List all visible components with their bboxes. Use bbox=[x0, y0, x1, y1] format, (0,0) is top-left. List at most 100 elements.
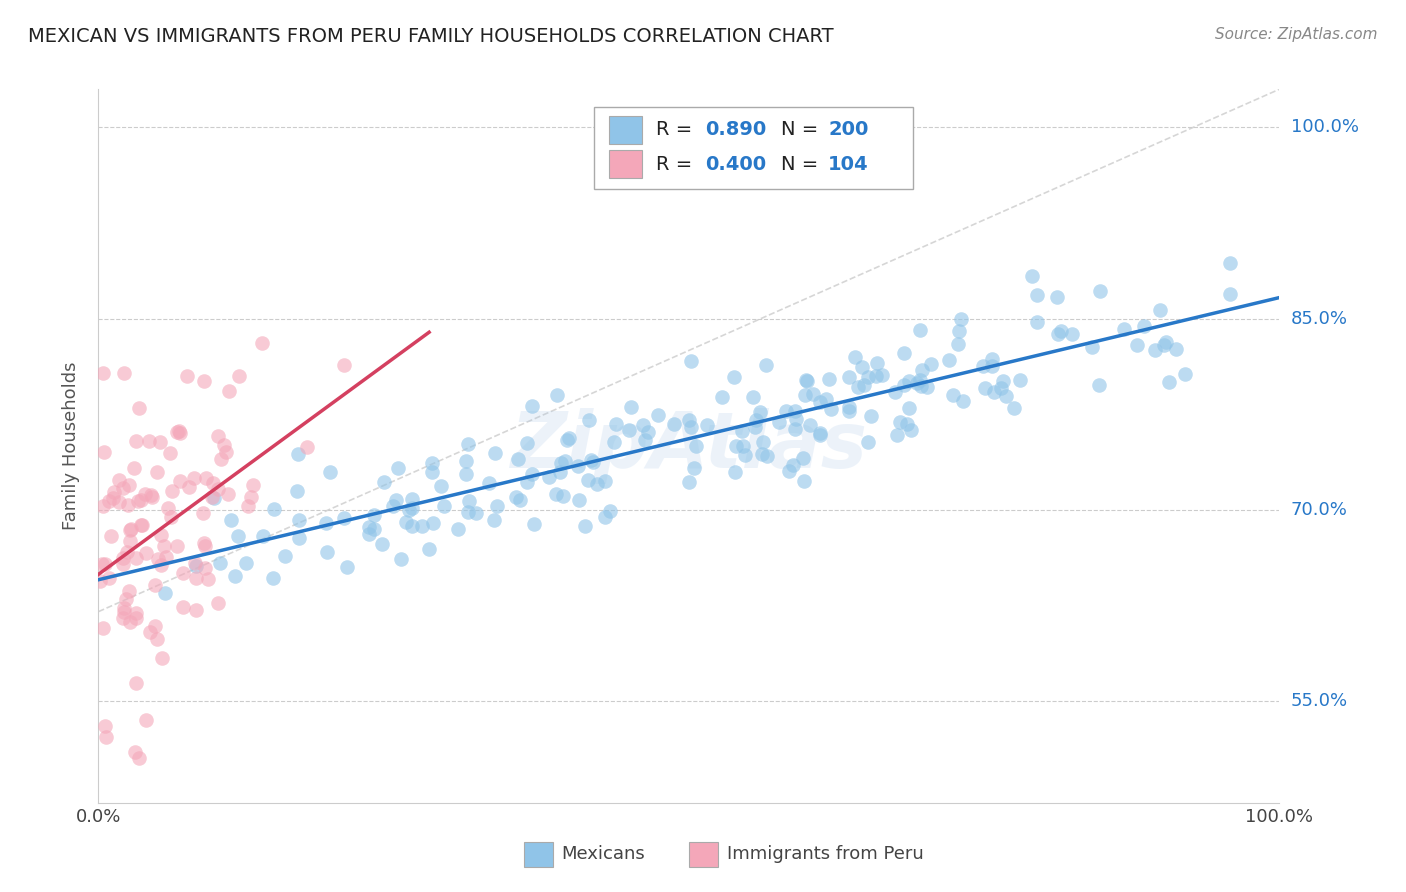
Mexicans bbox=[893, 345, 915, 359]
Mexicans bbox=[915, 380, 938, 394]
Mexicans bbox=[537, 470, 560, 484]
Mexicans bbox=[586, 476, 609, 491]
Immigrants from Peru bbox=[217, 487, 239, 501]
Immigrants from Peru bbox=[191, 507, 214, 521]
Mexicans bbox=[252, 529, 274, 543]
Immigrants from Peru bbox=[228, 368, 250, 383]
Immigrants from Peru bbox=[129, 518, 152, 533]
Text: ZipAtlas: ZipAtlas bbox=[510, 408, 868, 484]
Immigrants from Peru bbox=[159, 510, 181, 524]
Immigrants from Peru bbox=[125, 434, 148, 448]
FancyBboxPatch shape bbox=[595, 107, 914, 189]
Immigrants from Peru bbox=[103, 491, 125, 505]
Immigrants from Peru bbox=[145, 465, 167, 479]
Mexicans bbox=[262, 570, 284, 584]
Mexicans bbox=[865, 369, 887, 384]
Immigrants from Peru bbox=[94, 730, 117, 744]
Mexicans bbox=[990, 381, 1012, 395]
Mexicans bbox=[981, 359, 1004, 373]
FancyBboxPatch shape bbox=[689, 842, 718, 867]
Mexicans bbox=[544, 487, 567, 501]
Mexicans bbox=[858, 369, 880, 384]
Immigrants from Peru bbox=[295, 440, 318, 454]
Mexicans bbox=[486, 499, 509, 513]
Mexicans bbox=[910, 378, 932, 392]
Mexicans bbox=[744, 412, 766, 426]
Mexicans bbox=[810, 427, 832, 442]
Mexicans bbox=[898, 401, 921, 415]
Mexicans bbox=[447, 522, 470, 536]
Mexicans bbox=[1219, 286, 1241, 301]
Mexicans bbox=[846, 379, 869, 393]
Immigrants from Peru bbox=[103, 485, 125, 500]
Mexicans bbox=[742, 390, 765, 404]
Mexicans bbox=[938, 353, 960, 368]
Mexicans bbox=[838, 400, 860, 414]
Mexicans bbox=[316, 545, 339, 559]
Text: 0.400: 0.400 bbox=[706, 154, 766, 174]
Mexicans bbox=[1159, 375, 1181, 389]
Mexicans bbox=[520, 467, 543, 481]
Mexicans bbox=[1088, 284, 1111, 298]
Immigrants from Peru bbox=[118, 584, 141, 599]
Mexicans bbox=[724, 465, 747, 479]
Mexicans bbox=[1047, 326, 1070, 341]
Immigrants from Peru bbox=[176, 369, 198, 384]
Mexicans bbox=[554, 453, 576, 467]
Mexicans bbox=[785, 411, 807, 425]
Mexicans bbox=[401, 500, 423, 515]
Immigrants from Peru bbox=[183, 471, 205, 485]
Mexicans bbox=[995, 389, 1018, 403]
Mexicans bbox=[851, 359, 873, 374]
Mexicans bbox=[484, 446, 506, 460]
Immigrants from Peru bbox=[135, 547, 157, 561]
Mexicans bbox=[548, 465, 571, 479]
Mexicans bbox=[153, 586, 176, 600]
Text: 104: 104 bbox=[828, 154, 869, 174]
Immigrants from Peru bbox=[125, 606, 148, 620]
Immigrants from Peru bbox=[194, 561, 217, 575]
Immigrants from Peru bbox=[89, 574, 111, 588]
Immigrants from Peru bbox=[184, 603, 207, 617]
Mexicans bbox=[357, 527, 380, 541]
Mexicans bbox=[664, 417, 686, 431]
Mexicans bbox=[574, 519, 596, 533]
Mexicans bbox=[631, 417, 654, 432]
Mexicans bbox=[381, 500, 404, 514]
Mexicans bbox=[647, 408, 669, 422]
Immigrants from Peru bbox=[118, 523, 141, 537]
Mexicans bbox=[1156, 334, 1178, 349]
Mexicans bbox=[1050, 324, 1073, 338]
Immigrants from Peru bbox=[118, 477, 141, 491]
Mexicans bbox=[579, 453, 602, 467]
Mexicans bbox=[752, 434, 775, 449]
Mexicans bbox=[889, 415, 911, 429]
Immigrants from Peru bbox=[115, 545, 138, 559]
Mexicans bbox=[522, 399, 544, 413]
Mexicans bbox=[803, 386, 825, 401]
Immigrants from Peru bbox=[98, 493, 121, 508]
Mexicans bbox=[219, 513, 242, 527]
Mexicans bbox=[401, 492, 423, 507]
Immigrants from Peru bbox=[129, 493, 152, 508]
Mexicans bbox=[336, 560, 359, 574]
Mexicans bbox=[820, 402, 842, 417]
Mexicans bbox=[886, 428, 908, 442]
Mexicans bbox=[768, 416, 790, 430]
Immigrants from Peru bbox=[134, 487, 156, 501]
Immigrants from Peru bbox=[122, 460, 145, 475]
Mexicans bbox=[838, 403, 860, 417]
Mexicans bbox=[457, 504, 479, 518]
Immigrants from Peru bbox=[166, 539, 188, 553]
Mexicans bbox=[576, 473, 599, 487]
Mexicans bbox=[749, 405, 772, 419]
Mexicans bbox=[557, 433, 579, 447]
Mexicans bbox=[319, 465, 342, 479]
Immigrants from Peru bbox=[91, 557, 114, 571]
Mexicans bbox=[910, 323, 932, 337]
Immigrants from Peru bbox=[207, 482, 229, 496]
Immigrants from Peru bbox=[141, 491, 163, 505]
Mexicans bbox=[731, 439, 754, 453]
Text: MEXICAN VS IMMIGRANTS FROM PERU FAMILY HOUSEHOLDS CORRELATION CHART: MEXICAN VS IMMIGRANTS FROM PERU FAMILY H… bbox=[28, 27, 834, 45]
Mexicans bbox=[844, 350, 866, 364]
